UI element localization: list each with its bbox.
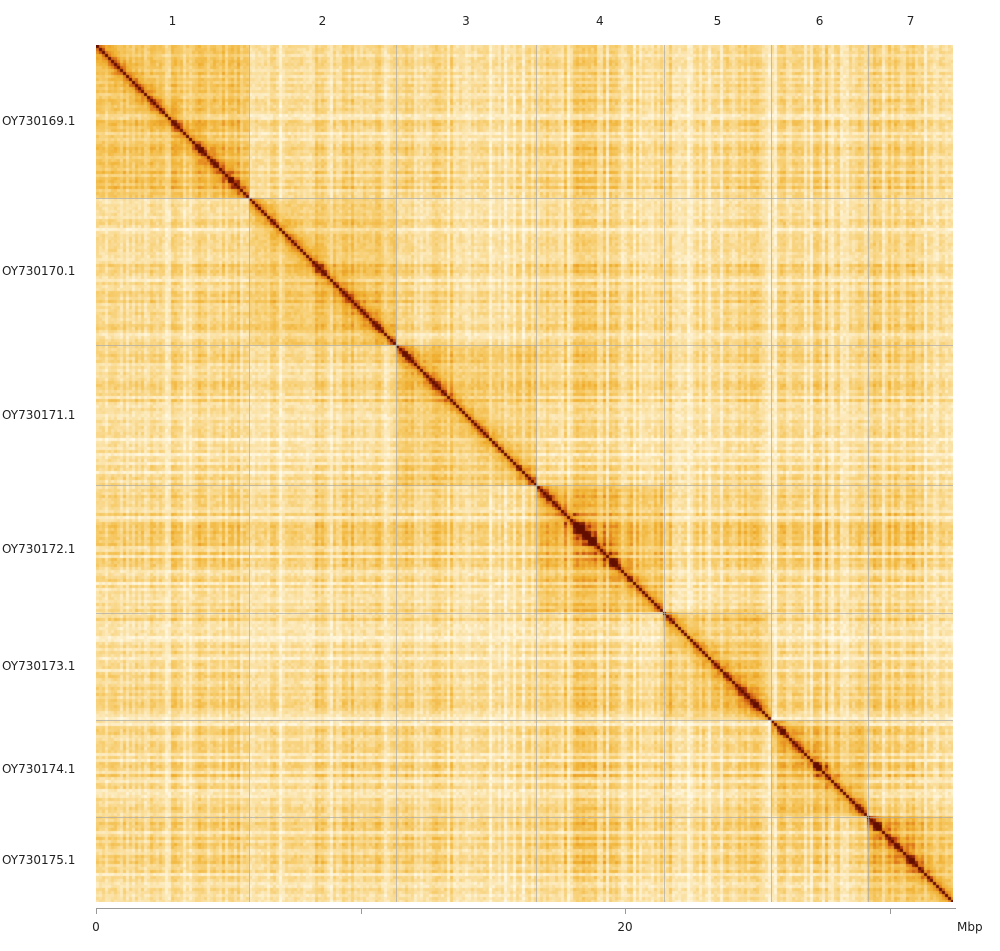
top-sequence-label: 6: [815, 14, 824, 28]
left-sequence-label: OY730169.1: [2, 114, 76, 129]
top-sequence-label: 7: [906, 14, 915, 28]
x-tick-label: 0: [92, 920, 100, 934]
sequence-boundary-horizontal: [96, 484, 953, 486]
top-sequence-label: 3: [462, 14, 470, 28]
sequence-boundary-vertical: [771, 45, 773, 902]
left-sequence-label: OY730171.1: [2, 407, 76, 422]
sequence-boundary-vertical: [663, 45, 665, 902]
top-sequence-label: 5: [713, 14, 722, 28]
left-sequence-label: OY730170.1: [2, 264, 76, 279]
sequence-boundary-horizontal: [96, 197, 953, 199]
top-sequence-label: 1: [168, 14, 177, 28]
sequence-boundary-vertical: [248, 45, 250, 902]
top-sequence-label: 4: [596, 14, 604, 28]
left-sequence-label: OY730174.1: [2, 761, 76, 776]
top-sequence-label: 2: [318, 14, 327, 28]
left-sequence-label: OY730173.1: [2, 659, 76, 674]
sequence-boundary-vertical: [868, 45, 870, 902]
x-tick-label: 20: [617, 920, 633, 934]
x-tick: [96, 908, 97, 914]
x-tick: [360, 908, 362, 914]
sequence-boundary-horizontal: [96, 817, 953, 819]
heatmap-canvas: [96, 45, 953, 902]
x-tick: [625, 908, 626, 914]
sequence-boundary-horizontal: [96, 720, 953, 722]
left-sequence-label: OY730172.1: [2, 541, 76, 556]
left-sequence-label: OY730175.1: [2, 852, 76, 867]
x-tick: [889, 908, 891, 914]
sequence-boundary-horizontal: [96, 612, 953, 614]
sequence-boundary-vertical: [535, 45, 537, 902]
sequence-boundary-vertical: [395, 45, 397, 902]
sequence-boundary-horizontal: [96, 344, 953, 346]
hic-contact-map: [96, 45, 953, 902]
x-axis-line: [96, 908, 956, 909]
x-axis-unit: Mbp: [957, 920, 983, 934]
